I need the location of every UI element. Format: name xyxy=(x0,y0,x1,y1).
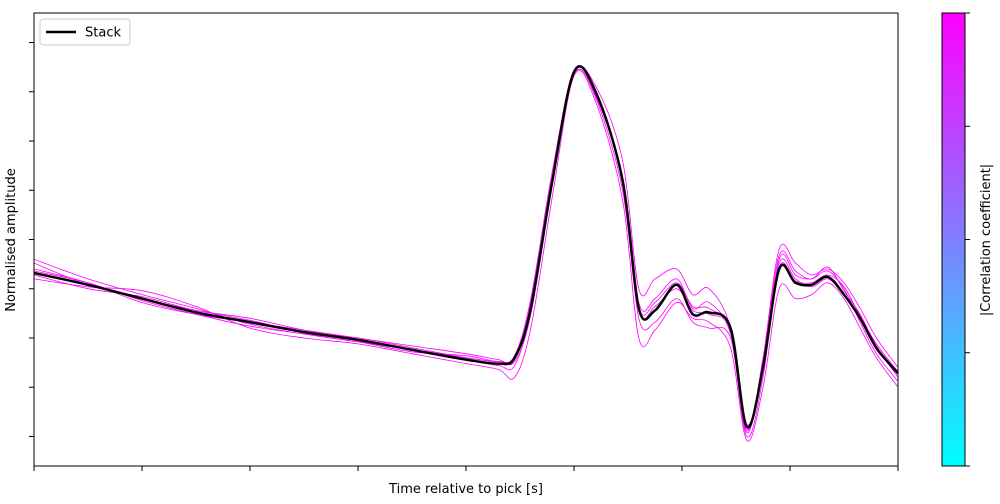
traces-group xyxy=(34,65,898,442)
trace-line-1 xyxy=(34,65,898,433)
colorbar-ticks xyxy=(965,12,970,467)
x-axis-label: Time relative to pick [s] xyxy=(388,482,543,497)
y-axis-label: Normalised amplitude xyxy=(4,168,19,312)
x-axis-ticks xyxy=(33,466,899,471)
legend: Stack xyxy=(39,18,131,46)
trace-line-6 xyxy=(34,68,898,430)
trace-line-3 xyxy=(34,70,898,442)
legend-stack-label: Stack xyxy=(85,26,121,41)
colorbar xyxy=(941,12,966,467)
legend-box xyxy=(39,18,131,46)
y-axis-ticks xyxy=(29,42,34,437)
plot-frame xyxy=(33,12,899,467)
colorbar-label: |Correlation coefficient| xyxy=(979,164,994,316)
trace-line-4 xyxy=(34,65,898,431)
trace-line-2 xyxy=(34,68,898,438)
stack-line xyxy=(34,65,898,429)
trace-line-5 xyxy=(34,65,898,426)
